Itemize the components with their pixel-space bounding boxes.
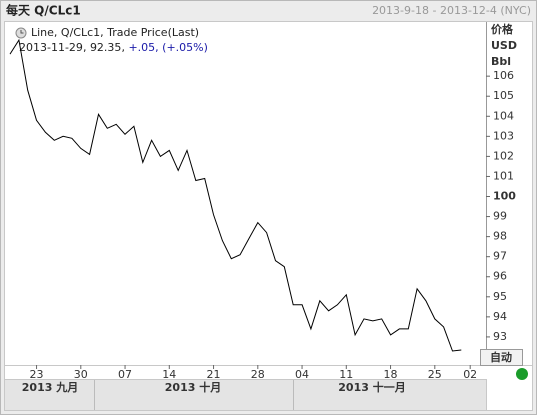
- x-tick-label: 30: [74, 368, 88, 381]
- y-tick-label: 98: [493, 230, 507, 243]
- price-line: [9, 38, 462, 352]
- x-tick-label: 21: [207, 368, 221, 381]
- month-label: 2013 九月: [22, 380, 78, 394]
- y-tick-label: 101: [493, 169, 514, 182]
- date-range: 2013-9-18 - 2013-12-4 (NYC): [372, 4, 531, 17]
- auto-button-label[interactable]: 自动: [490, 350, 512, 364]
- y-tick-label: 103: [493, 129, 514, 142]
- y-tick-label: 97: [493, 250, 507, 263]
- y-axis-label: 价格: [491, 22, 514, 36]
- chart-title: 每天 Q/CLc1: [6, 3, 81, 18]
- x-tick-label: 11: [339, 368, 353, 381]
- y-axis-label: USD: [491, 39, 517, 52]
- y-tick-label: 94: [493, 310, 507, 323]
- legend-change: +.05: [128, 41, 155, 54]
- y-tick-label: 102: [493, 149, 514, 162]
- y-tick-label: 93: [493, 330, 507, 343]
- auto-button-bg[interactable]: [480, 349, 523, 366]
- x-tick-label: 25: [428, 368, 442, 381]
- x-tick-label: 04: [295, 368, 309, 381]
- legend-last: 92.35: [90, 41, 122, 54]
- month-band: [4, 379, 487, 411]
- month-label: 2013 十月: [165, 380, 221, 394]
- y-tick-label: 104: [493, 109, 514, 122]
- plot-area: [4, 21, 533, 366]
- month-label: 2013 十一月: [338, 380, 405, 394]
- y-tick-label: 106: [493, 69, 514, 82]
- legend-icon-hands: [20, 30, 24, 34]
- legend-change-pct: +.05%: [166, 41, 203, 54]
- y-tick-label: 95: [493, 290, 507, 303]
- y-axis-label: Bbl: [491, 55, 511, 68]
- y-tick-label: 96: [493, 270, 507, 283]
- x-tick-label: 18: [384, 368, 398, 381]
- x-tick-label: 02: [463, 368, 477, 381]
- x-tick-label: 14: [162, 368, 176, 381]
- legend-values: 2013-11-29, 92.35, +.05, (+.05%): [19, 41, 208, 54]
- y-tick-label: 99: [493, 210, 507, 223]
- legend-series: Line, Q/CLc1, Trade Price(Last): [31, 26, 199, 39]
- status-dot: [516, 368, 528, 380]
- y-tick-label: 100: [493, 190, 516, 203]
- x-tick-label: 07: [118, 368, 132, 381]
- auto-button[interactable]: 自动: [480, 349, 523, 366]
- y-tick-label: 105: [493, 89, 514, 102]
- x-tick-label: 23: [30, 368, 44, 381]
- x-tick-label: 28: [251, 368, 265, 381]
- legend-date: 2013-11-29: [19, 41, 83, 54]
